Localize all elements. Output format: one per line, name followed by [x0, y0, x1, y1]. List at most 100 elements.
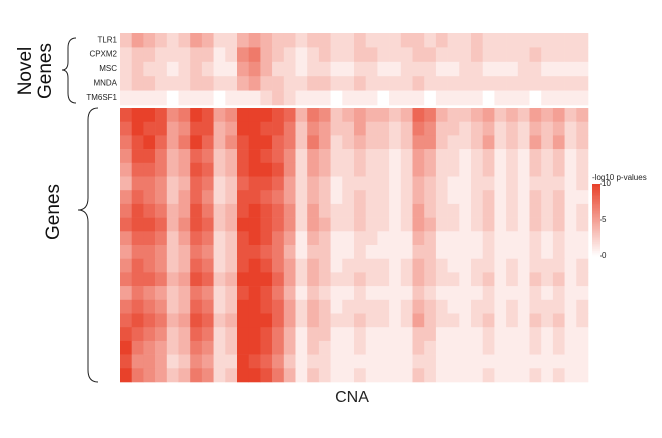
heatmap-cell	[190, 108, 203, 122]
heatmap-cell	[178, 286, 191, 301]
heatmap-cell	[435, 121, 448, 136]
heatmap-cell	[552, 135, 565, 150]
heatmap-cell	[131, 340, 144, 355]
heatmap-cell	[400, 76, 413, 91]
heatmap-cell	[541, 108, 554, 122]
heatmap-cell	[120, 121, 132, 136]
heatmap-cell	[342, 327, 355, 342]
heatmap-cell	[482, 176, 495, 191]
heatmap-cell	[213, 231, 226, 246]
heatmap-cell	[365, 108, 378, 122]
heatmap-cell	[506, 149, 519, 164]
heatmap-cell	[412, 149, 425, 164]
heatmap-cell	[377, 47, 390, 63]
heatmap-cell	[517, 33, 530, 48]
heatmap-cell	[342, 47, 355, 63]
heatmap-cell	[517, 176, 530, 191]
heatmap-cell	[517, 76, 530, 91]
heatmap-cell	[342, 272, 355, 287]
heatmap-cell	[529, 149, 542, 164]
heatmap-cell	[307, 258, 320, 273]
heatmap-cell	[576, 190, 589, 205]
heatmap-cell	[260, 231, 273, 246]
heatmap-cell	[424, 354, 437, 369]
heatmap-cell	[424, 61, 437, 77]
heatmap-cell	[213, 176, 226, 191]
heatmap-cell	[517, 286, 530, 301]
heatmap-cell	[365, 313, 378, 328]
heatmap-cell	[494, 231, 507, 246]
heatmap-cell	[225, 340, 238, 355]
heatmap-cell	[342, 190, 355, 205]
heatmap-cell	[494, 108, 507, 122]
heatmap-cell	[435, 327, 448, 342]
heatmap-cell	[424, 258, 437, 273]
heatmap-cell	[283, 286, 296, 301]
heatmap-cell	[225, 368, 238, 383]
heatmap-cell	[283, 76, 296, 91]
heatmap-cell	[447, 327, 460, 342]
heatmap-cell	[272, 61, 285, 77]
heatmap-cell	[471, 76, 483, 91]
heatmap-cell	[248, 203, 261, 218]
heatmap-cell	[201, 231, 214, 246]
heatmap-cell	[529, 190, 542, 205]
heatmap-cell	[506, 286, 519, 301]
heatmap-cell	[248, 33, 261, 48]
colorbar-segment	[592, 212, 600, 215]
heatmap-cell	[201, 76, 214, 91]
heatmap-cell	[248, 176, 261, 191]
heatmap-cell	[213, 108, 226, 122]
heatmap-cell	[248, 354, 261, 369]
heatmap-cell	[295, 90, 308, 106]
heatmap-cell	[190, 258, 203, 273]
heatmap-cell	[131, 61, 144, 77]
heatmap-cell	[459, 190, 472, 205]
heatmap-cell	[225, 33, 238, 48]
heatmap-cell	[295, 354, 308, 369]
heatmap-cell	[272, 176, 285, 191]
heatmap-cell	[155, 176, 168, 191]
heatmap-cell	[131, 47, 144, 63]
heatmap-cell	[365, 368, 378, 383]
heatmap-cell	[143, 190, 156, 205]
heatmap-cell	[330, 203, 343, 218]
heatmap-cell	[283, 190, 296, 205]
heatmap-cell	[541, 258, 554, 273]
heatmap-cell	[307, 354, 320, 369]
heatmap-cell	[307, 176, 320, 191]
heatmap-cell	[201, 354, 214, 369]
heatmap-cell	[435, 286, 448, 301]
heatmap-cell	[447, 190, 460, 205]
heatmap-cell	[506, 190, 519, 205]
heatmap-cell	[213, 90, 226, 106]
heatmap-cell	[412, 190, 425, 205]
heatmap-cell	[365, 327, 378, 342]
heatmap-cell	[552, 354, 565, 369]
heatmap-cell	[459, 245, 472, 259]
heatmap-cell	[400, 33, 413, 48]
heatmap-cell	[295, 135, 308, 150]
heatmap-cell	[143, 33, 156, 48]
heatmap-cell	[201, 272, 214, 287]
heatmap-cell	[190, 313, 203, 328]
heatmap-cell	[354, 61, 366, 77]
heatmap-cell	[482, 47, 495, 63]
heatmap-cell	[400, 327, 413, 342]
heatmap-cell	[435, 203, 448, 218]
heatmap-cell	[178, 61, 191, 77]
heatmap-cell	[237, 299, 249, 314]
heatmap-cell	[506, 258, 519, 273]
heatmap-cell	[237, 203, 249, 218]
heatmap-cell	[517, 299, 530, 314]
heatmap-cell	[237, 90, 249, 106]
heatmap-cell	[120, 47, 132, 63]
heatmap-cell	[201, 162, 214, 177]
heatmap-cell	[318, 162, 331, 177]
heatmap-cell	[237, 313, 249, 328]
heatmap-cell	[155, 149, 168, 164]
heatmap-cell	[213, 190, 226, 205]
heatmap-cell	[412, 33, 425, 48]
heatmap-cell	[412, 340, 425, 355]
heatmap-cell	[506, 33, 519, 48]
